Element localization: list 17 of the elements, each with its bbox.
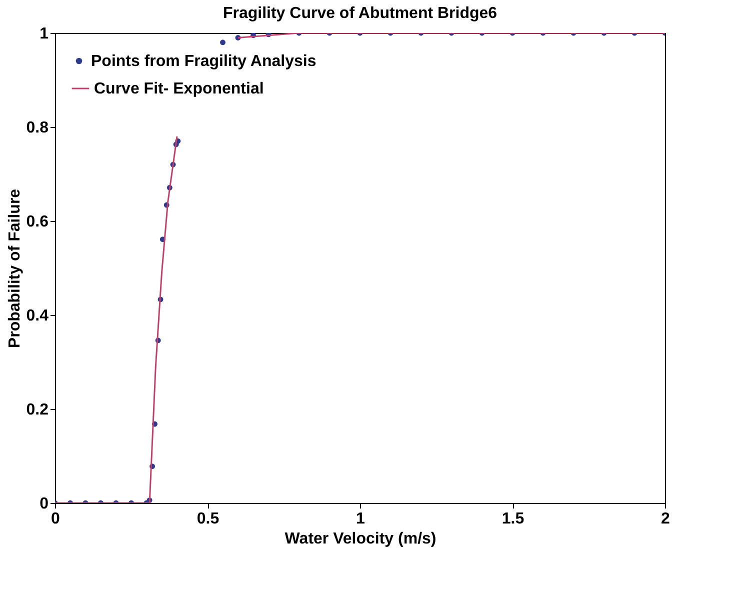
x-tick-label: 1 (356, 510, 366, 528)
y-tick-label: 0.6 (26, 214, 49, 230)
x-tick-label: 0 (51, 510, 60, 528)
legend-label: Points from Fragility Analysis (91, 53, 316, 70)
x-tick-label: 2 (661, 510, 670, 528)
chart-title: Fragility Curve of Abutment Bridge6 (222, 5, 498, 22)
y-tick-label: 0 (40, 496, 49, 512)
x-axis-title: Water Velocity (m/s) (284, 530, 436, 548)
y-tick-label: 0.8 (26, 120, 49, 136)
legend-label: Curve Fit- Exponential (94, 80, 264, 98)
x-tick-label: 0.5 (196, 510, 220, 528)
point (220, 40, 226, 46)
y-axis-title: Probability of Failure (6, 188, 24, 348)
y-tick-label: 0.2 (26, 402, 49, 418)
x-tick-label: 1.5 (502, 510, 524, 528)
y-tick-label: 0.4 (26, 308, 49, 324)
y-tick-label: 1 (40, 26, 49, 42)
